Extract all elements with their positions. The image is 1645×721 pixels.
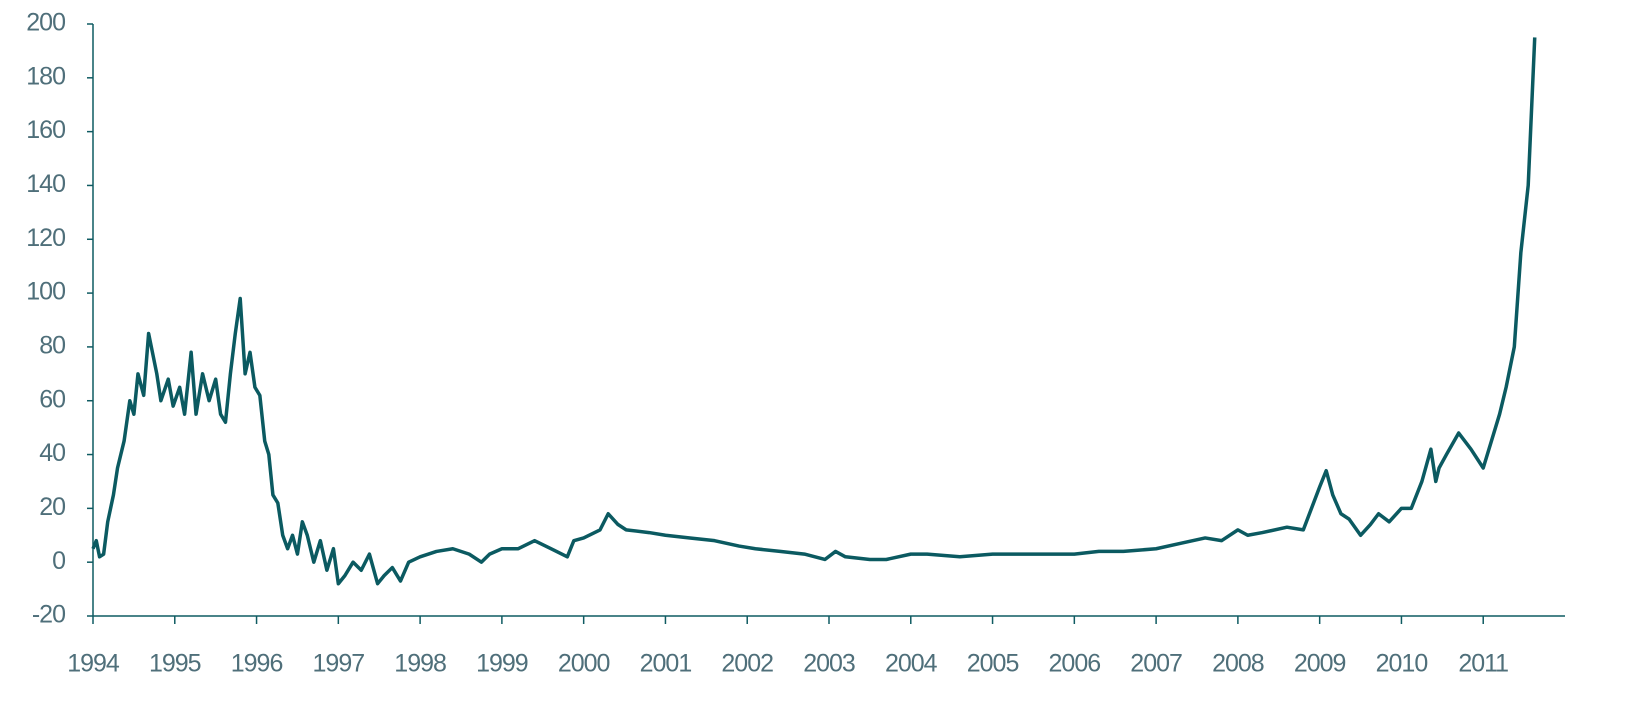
- y-tick-label: 40: [39, 439, 65, 467]
- x-tick-label: 1995: [149, 650, 201, 678]
- x-tick-label: 1997: [313, 650, 365, 678]
- y-tick-label: 100: [26, 278, 65, 306]
- x-tick-label: 2011: [1458, 650, 1508, 678]
- x-tick-label: 1996: [231, 650, 283, 678]
- y-tick-label: 160: [26, 116, 65, 144]
- x-tick-label: 2002: [721, 650, 773, 678]
- x-tick-label: 2004: [885, 650, 938, 678]
- x-tick-label: 2005: [967, 650, 1019, 678]
- y-tick-label: 20: [39, 493, 65, 521]
- y-tick-label: 60: [39, 385, 65, 413]
- y-tick-label: 0: [52, 547, 65, 575]
- x-tick-label: 1998: [394, 650, 446, 678]
- y-tick-label: 140: [26, 170, 65, 198]
- x-tick-label: 2000: [558, 650, 610, 678]
- y-tick-label: -20: [32, 601, 65, 629]
- y-tick-label: 200: [26, 9, 65, 37]
- x-tick-label: 2010: [1376, 650, 1428, 678]
- x-tick-label: 1999: [476, 650, 528, 678]
- x-tick-label: 2009: [1294, 650, 1346, 678]
- x-tick-label: 2001: [640, 650, 692, 678]
- data-line: [91, 37, 1537, 586]
- y-tick-label: 180: [26, 62, 65, 90]
- x-tick-label: 2003: [803, 650, 855, 678]
- x-tick-label: 2008: [1212, 650, 1264, 678]
- y-tick-label: 80: [39, 332, 65, 360]
- x-tick-label: 2007: [1130, 650, 1182, 678]
- x-tick-label: 2006: [1049, 650, 1101, 678]
- x-tick-label: 1994: [67, 650, 120, 678]
- y-tick-label: 120: [26, 224, 65, 252]
